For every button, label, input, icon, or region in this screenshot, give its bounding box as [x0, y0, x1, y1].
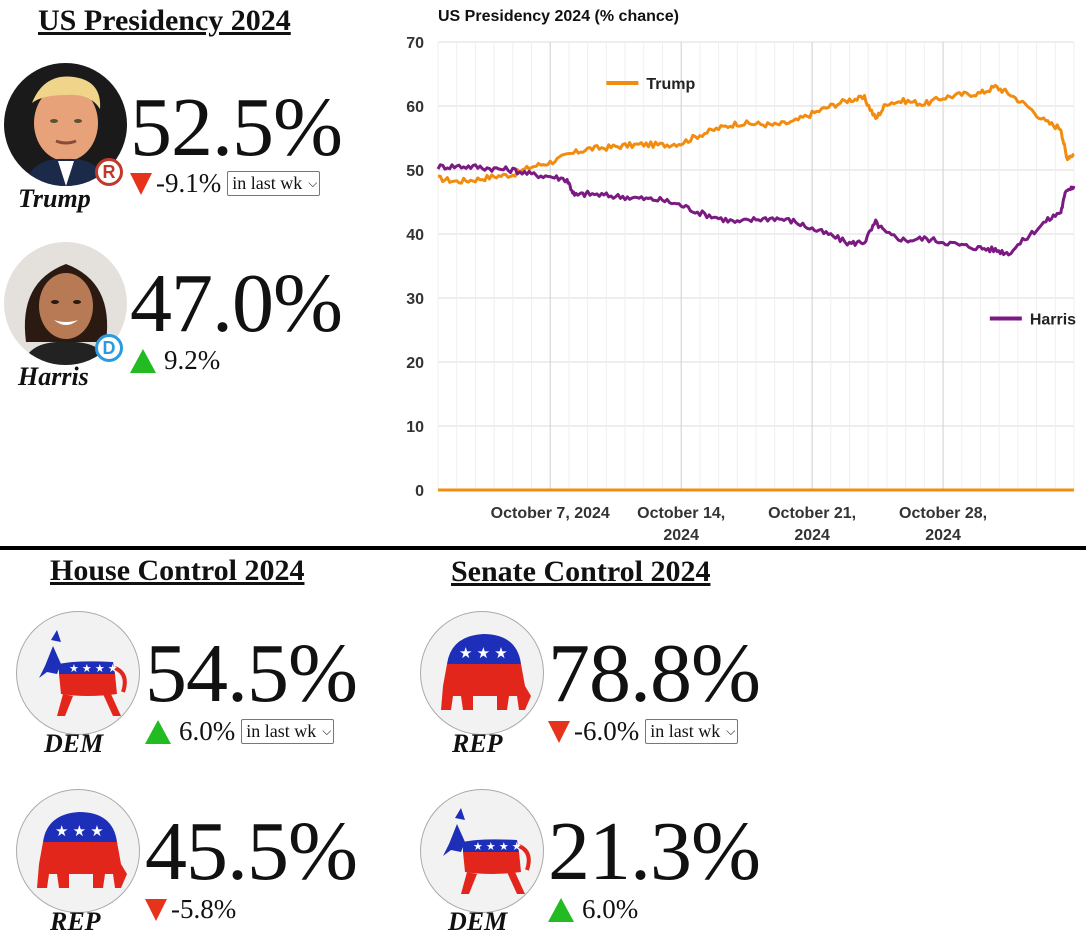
- down-arrow-icon: [548, 720, 570, 743]
- trump-change-row: -9.1% in last wk ⌵: [130, 168, 321, 199]
- senate-rep-logo: ★ ★ ★: [420, 611, 544, 735]
- chevron-down-icon: ⌵: [308, 176, 318, 190]
- house-title: House Control 2024: [50, 554, 305, 587]
- up-arrow-icon: [548, 897, 574, 922]
- senate-first-party: REP: [452, 729, 503, 758]
- house-dem-logo: ★ ★ ★ ★: [16, 611, 140, 735]
- senate-dem-logo: ★ ★ ★ ★: [420, 789, 544, 913]
- y-tick-label: 10: [406, 419, 424, 436]
- y-tick-label: 0: [415, 483, 424, 500]
- house-second-change-row: -5.8%: [145, 894, 236, 925]
- house-first-change: 6.0%: [179, 716, 236, 746]
- senate-title: Senate Control 2024: [451, 555, 711, 588]
- senate-period-select[interactable]: in last wk ⌵: [645, 719, 739, 744]
- up-arrow-icon: [130, 348, 156, 373]
- house-period-select[interactable]: in last wk ⌵: [241, 719, 335, 744]
- senate-second-pct: 21.3%: [548, 805, 761, 898]
- house-second-change: -5.8%: [171, 894, 237, 924]
- senate-first-change: -6.0%: [574, 716, 640, 746]
- chart-title: US Presidency 2024 (% chance): [438, 8, 680, 25]
- y-tick-label: 20: [406, 355, 424, 372]
- elephant-icon: ★ ★ ★: [441, 634, 531, 710]
- legend-label-harris: Harris: [1030, 311, 1076, 328]
- harris-pct: 47.0%: [130, 257, 343, 350]
- elephant-icon: ★ ★ ★: [37, 812, 127, 888]
- y-tick-label: 60: [406, 99, 424, 116]
- harris-change: 9.2%: [164, 345, 221, 375]
- house-first-party: DEM: [44, 729, 104, 758]
- donkey-icon: ★ ★ ★ ★: [443, 808, 531, 894]
- democratic-badge-icon: D: [95, 334, 123, 362]
- svg-text:★ ★ ★: ★ ★ ★: [459, 645, 508, 662]
- house-rep-logo: ★ ★ ★: [16, 789, 140, 913]
- series-line-harris: [436, 163, 1076, 257]
- senate-second-change: 6.0%: [582, 894, 639, 924]
- x-tick-label: October 28, 2024: [899, 505, 987, 544]
- senate-first-change-row: -6.0% in last wk ⌵: [548, 716, 739, 747]
- senate-second-party: DEM: [448, 907, 508, 936]
- down-arrow-icon: [145, 898, 167, 921]
- donkey-icon: ★ ★ ★ ★: [39, 630, 127, 716]
- period-select[interactable]: in last wk ⌵: [227, 171, 321, 196]
- house-first-change-row: 6.0% in last wk ⌵: [145, 716, 335, 747]
- y-tick-label: 50: [406, 163, 424, 180]
- section-divider: [0, 546, 1086, 550]
- house-second-party: REP: [50, 907, 101, 936]
- x-tick-label: October 7, 2024: [491, 505, 610, 522]
- senate-second-change-row: 6.0%: [548, 894, 638, 925]
- y-tick-label: 70: [406, 35, 424, 52]
- house-second-pct: 45.5%: [145, 805, 358, 898]
- series-line-trump: [437, 83, 1075, 185]
- presidency-chart: 0 10 20 30 40 50 60 70 October 7, 2024 October 14…: [406, 35, 1076, 544]
- legend-label-trump: Trump: [646, 76, 695, 93]
- up-arrow-icon: [145, 719, 171, 744]
- republican-badge-icon: R: [95, 158, 123, 186]
- x-tick-label: October 21, 2024: [768, 505, 856, 544]
- chevron-down-icon: ⌵: [726, 724, 736, 738]
- x-tick-label: October 14, 2024: [637, 505, 725, 544]
- senate-first-pct: 78.8%: [548, 627, 761, 720]
- harris-portrait: [4, 242, 127, 365]
- svg-text:★ ★ ★ ★: ★ ★ ★ ★: [473, 841, 522, 853]
- svg-text:★ ★ ★ ★: ★ ★ ★ ★: [69, 663, 118, 675]
- house-first-pct: 54.5%: [145, 627, 358, 720]
- harris-name: Harris: [18, 362, 89, 391]
- trump-pct: 52.5%: [130, 81, 343, 174]
- trump-portrait: [4, 63, 127, 186]
- harris-change-row: 9.2%: [130, 345, 220, 376]
- presidency-title: US Presidency 2024: [38, 4, 291, 37]
- trump-change: -9.1%: [156, 168, 222, 198]
- down-arrow-icon: [130, 172, 152, 195]
- y-tick-label: 40: [406, 227, 424, 244]
- chevron-down-icon: ⌵: [322, 724, 332, 738]
- trump-name: Trump: [18, 184, 91, 213]
- svg-text:★ ★ ★: ★ ★ ★: [55, 823, 104, 840]
- y-tick-label: 30: [406, 291, 424, 308]
